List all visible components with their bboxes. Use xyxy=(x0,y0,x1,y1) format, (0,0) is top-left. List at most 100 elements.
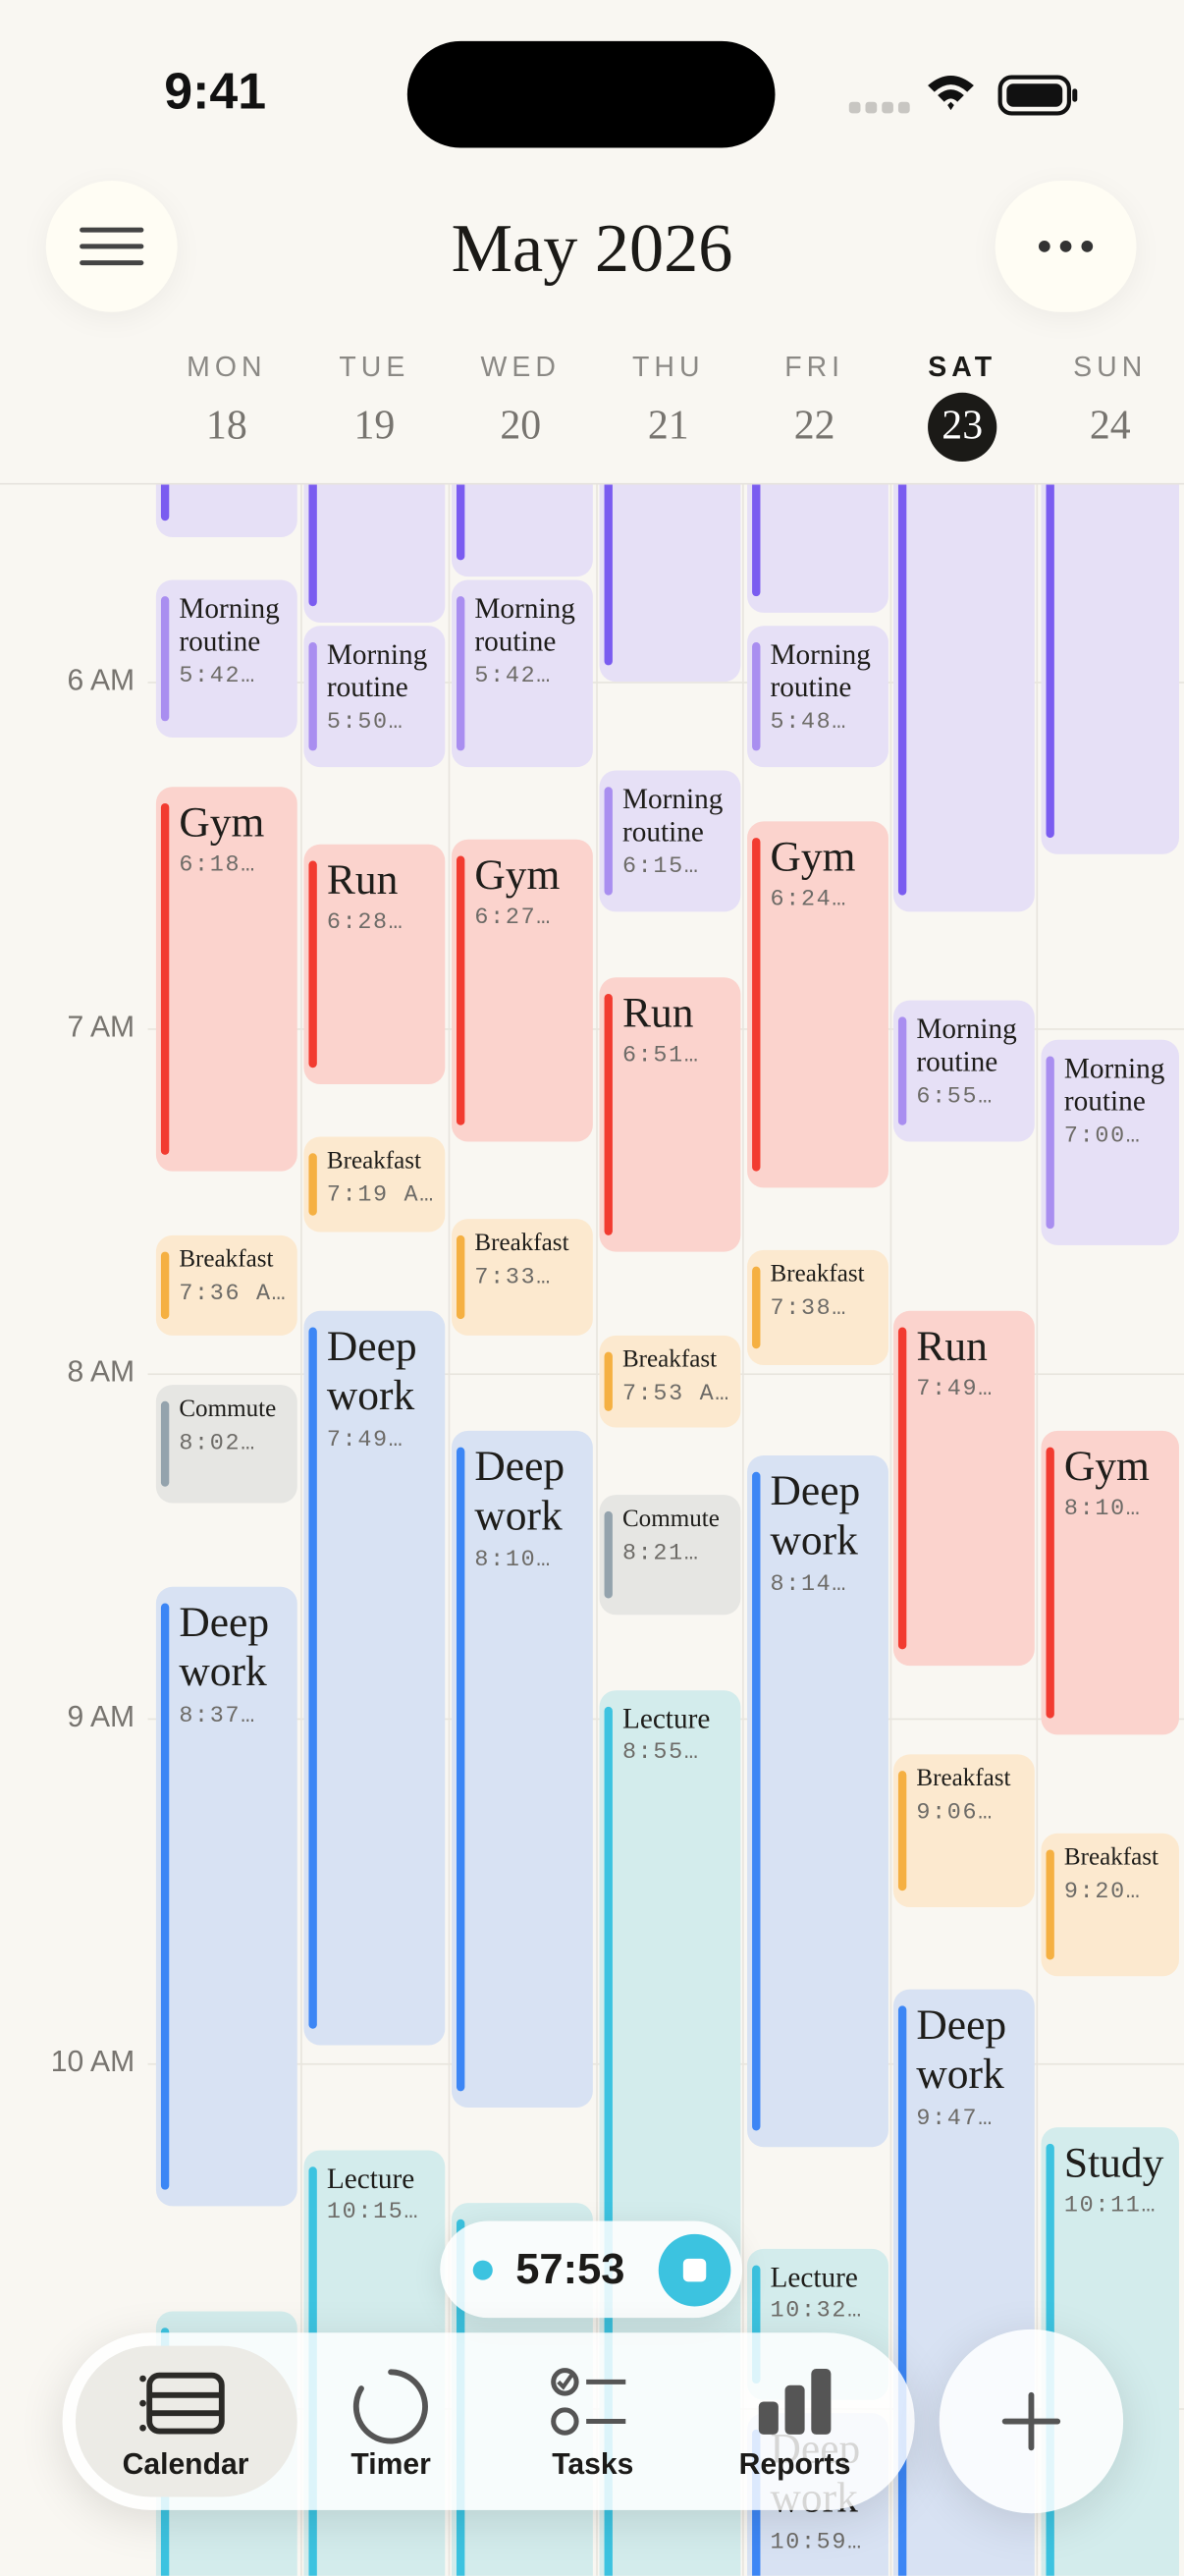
event[interactable] xyxy=(892,484,1035,912)
event[interactable]: Breakfast 9:20… xyxy=(1041,1833,1179,1977)
tab-label: Reports xyxy=(738,2447,851,2481)
event-accent xyxy=(752,1266,761,1349)
event-time: 10:32… xyxy=(770,2298,863,2326)
event[interactable]: Breakfast 7:53 A… xyxy=(599,1335,741,1428)
event-time: 9:20… xyxy=(1063,1878,1142,1905)
event[interactable]: Breakfast 7:33… xyxy=(451,1219,593,1336)
event[interactable]: Morning routine 5:42… xyxy=(155,579,297,739)
event[interactable] xyxy=(451,484,593,577)
event[interactable]: Morning routine 7:00… xyxy=(1041,1039,1179,1245)
day-name: WED xyxy=(480,351,561,383)
event-time: 6:51… xyxy=(621,1043,700,1070)
time-label: 7 AM xyxy=(67,1010,135,1044)
event[interactable]: Morning routine 6:55… xyxy=(892,1000,1035,1142)
event[interactable]: Gym 6:24… xyxy=(747,821,888,1188)
time-label: 9 AM xyxy=(67,1700,135,1733)
day-divider xyxy=(1036,484,1039,2576)
status-icons xyxy=(848,75,1078,116)
event-accent xyxy=(457,1447,465,2092)
event-accent xyxy=(897,2005,907,2576)
event-title: Run 6:51… xyxy=(622,989,734,1071)
event[interactable]: Deep work 8:10… xyxy=(451,1430,593,2109)
time-label: 8 AM xyxy=(67,1354,135,1389)
event-accent xyxy=(308,860,317,1069)
event[interactable] xyxy=(303,484,446,623)
event[interactable]: Breakfast 9:06… xyxy=(892,1754,1035,1907)
event-accent xyxy=(897,1327,907,1650)
timer-pill[interactable]: 57:53 xyxy=(440,2220,743,2319)
event[interactable]: Breakfast 7:38… xyxy=(747,1249,888,1365)
event-time: 7:33… xyxy=(474,1264,553,1290)
event[interactable]: Commute 8:21… xyxy=(599,1495,741,1616)
day-divider xyxy=(889,484,892,2576)
tab[interactable]: Reports xyxy=(688,2332,901,2510)
event[interactable]: Commute 8:02… xyxy=(155,1385,297,1504)
tab[interactable]: Calendar xyxy=(79,2332,292,2510)
day-name: THU xyxy=(632,351,705,383)
event[interactable]: Deep work 7:49… xyxy=(303,1310,446,2046)
event[interactable]: Run 7:49… xyxy=(892,1310,1035,1667)
event[interactable] xyxy=(599,484,741,683)
event-title: Breakfast 7:33… xyxy=(474,1231,586,1291)
event-title: Lecture 10:32… xyxy=(770,2261,882,2327)
day-number: 24 xyxy=(1089,404,1131,449)
add-button[interactable] xyxy=(939,2329,1124,2514)
month-title: May 2026 xyxy=(451,211,733,288)
event[interactable] xyxy=(1041,484,1179,854)
tab-label: Calendar xyxy=(122,2447,249,2481)
event[interactable] xyxy=(155,484,297,537)
event[interactable]: Gym 8:10… xyxy=(1041,1430,1179,1735)
event[interactable]: Run 6:28… xyxy=(303,844,446,1084)
day-name: SAT xyxy=(928,351,997,383)
event[interactable]: Deep work 8:37… xyxy=(155,1586,297,2207)
stop-button[interactable] xyxy=(658,2233,731,2307)
event-accent xyxy=(1046,484,1054,839)
calendar-grid: 6 AM 7 AM 8 AM 9 AM 10 AM Morning routine 5:42… xyxy=(0,482,1184,2576)
event-title: Gym 6:18… xyxy=(179,798,291,881)
menu-button[interactable] xyxy=(45,180,178,312)
timer-dot xyxy=(472,2260,493,2280)
event-title: Commute 8:02… xyxy=(179,1397,291,1457)
tab[interactable]: Timer xyxy=(284,2332,497,2510)
plus-icon xyxy=(1001,2391,1061,2451)
event-time: 7:36 A… xyxy=(179,1280,288,1307)
event-accent xyxy=(752,484,761,597)
event-time: 8:10… xyxy=(474,1547,553,1574)
event-accent xyxy=(1046,1447,1054,1719)
event-title: Breakfast 7:53 A… xyxy=(622,1347,734,1408)
event[interactable] xyxy=(747,484,888,613)
day-number: 23 xyxy=(942,404,984,449)
event-title: Morning routine 6:15… xyxy=(622,782,734,882)
event[interactable]: Breakfast 7:19 A… xyxy=(303,1136,446,1233)
day-name: MON xyxy=(187,351,267,383)
event[interactable]: Morning routine 5:50… xyxy=(303,626,446,768)
tab-icon xyxy=(352,2369,428,2444)
event-accent xyxy=(160,802,170,1155)
event-title: Deep work 8:10… xyxy=(474,1443,586,1575)
event-accent xyxy=(1046,1849,1054,1960)
event[interactable]: Deep work 8:14… xyxy=(747,1454,888,2148)
event-time: 8:37… xyxy=(179,1703,256,1730)
event[interactable]: Morning routine 5:42… xyxy=(451,579,593,768)
event[interactable]: Run 6:51… xyxy=(599,977,741,1252)
event[interactable]: Gym 6:18… xyxy=(155,787,297,1172)
event-accent xyxy=(457,1234,465,1320)
event-accent xyxy=(604,1706,613,2576)
day-number: 22 xyxy=(793,404,835,449)
event-time: 6:27… xyxy=(474,905,553,933)
day-number: 18 xyxy=(205,404,247,449)
event-time: 8:55… xyxy=(621,1740,700,1767)
event[interactable]: Breakfast 7:36 A… xyxy=(155,1234,297,1336)
event-time: 6:55… xyxy=(916,1083,994,1111)
event-time: 5:42… xyxy=(179,663,256,690)
event[interactable]: Gym 6:27… xyxy=(451,839,593,1142)
event-accent xyxy=(897,484,907,896)
tab[interactable]: Tasks xyxy=(486,2332,699,2510)
day-divider xyxy=(448,484,451,2576)
more-button[interactable] xyxy=(995,180,1137,312)
timer-elapsed: 57:53 xyxy=(515,2243,625,2294)
event-time: 6:18… xyxy=(179,852,256,880)
event[interactable]: Morning routine 6:15… xyxy=(599,770,741,912)
event[interactable]: Morning routine 5:48… xyxy=(747,626,888,768)
time-label: 10 AM xyxy=(50,2045,135,2078)
